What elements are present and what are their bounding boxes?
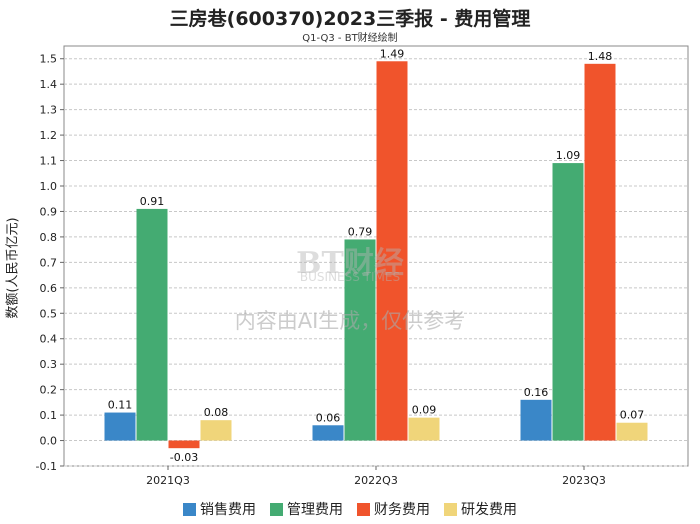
- y-tick-label: 0.4: [40, 333, 58, 346]
- legend-label: 销售费用: [200, 502, 256, 518]
- bar: [616, 422, 648, 441]
- y-tick-label: 1.5: [40, 53, 58, 66]
- bar: [376, 61, 408, 441]
- data-label: 0.11: [108, 399, 133, 412]
- y-tick-label: 0.3: [40, 358, 58, 371]
- bar: [312, 425, 344, 441]
- y-tick-label: 0.5: [40, 307, 58, 320]
- legend-label: 财务费用: [374, 502, 430, 518]
- y-tick-label: 0.0: [40, 435, 58, 448]
- y-tick-label: 1.4: [40, 78, 58, 91]
- y-tick-label: 1.1: [40, 155, 58, 168]
- y-tick-label: 0.1: [40, 409, 58, 422]
- bar: [408, 417, 440, 441]
- legend-label: 研发费用: [461, 502, 517, 518]
- data-label: 1.49: [380, 47, 405, 60]
- y-tick-label: -0.1: [36, 460, 57, 473]
- bar: [520, 399, 552, 441]
- legend-item: 管理费用: [270, 499, 343, 519]
- x-tick-label: 2022Q3: [354, 474, 398, 487]
- bar: [168, 440, 200, 449]
- legend-label: 管理费用: [287, 502, 343, 518]
- bar: [200, 420, 232, 441]
- y-tick-label: 1.0: [40, 180, 58, 193]
- y-tick-label: 0.7: [40, 256, 58, 269]
- data-label: 0.16: [524, 386, 549, 399]
- legend-swatch: [270, 502, 283, 516]
- data-label: -0.03: [170, 451, 198, 464]
- data-label: 0.91: [140, 195, 165, 208]
- legend-swatch: [444, 502, 457, 516]
- legend-item: 研发费用: [444, 499, 517, 519]
- data-label: 0.08: [204, 406, 229, 419]
- y-tick-label: 1.2: [40, 129, 58, 142]
- legend-swatch: [357, 502, 370, 516]
- data-label: 1.48: [588, 50, 613, 63]
- data-label: 0.07: [620, 409, 645, 422]
- data-label: 0.09: [412, 404, 437, 417]
- data-label: 1.09: [556, 149, 581, 162]
- y-tick-label: 0.6: [40, 282, 58, 295]
- x-tick-label: 2021Q3: [146, 474, 190, 487]
- y-tick-label: 0.9: [40, 205, 58, 218]
- data-label: 0.06: [316, 411, 341, 424]
- chart-subtitle: Q1-Q3 - BT财经绘制: [302, 33, 398, 44]
- y-tick-label: 1.3: [40, 104, 58, 117]
- bar: [136, 208, 168, 441]
- legend-item: 销售费用: [183, 499, 256, 519]
- bar: [584, 63, 616, 441]
- chart-legend: 销售费用 管理费用 财务费用 研发费用: [0, 499, 700, 519]
- x-tick-label: 2023Q3: [562, 474, 606, 487]
- bar: [344, 239, 376, 441]
- legend-item: 财务费用: [357, 499, 430, 519]
- y-tick-label: 0.2: [40, 384, 58, 397]
- legend-swatch: [183, 502, 196, 516]
- y-tick-label: 0.8: [40, 231, 58, 244]
- data-label: 0.79: [348, 225, 373, 238]
- bar: [104, 412, 136, 441]
- chart-title: 三房巷(600370)2023三季报 - 费用管理: [169, 8, 531, 30]
- bar: [552, 163, 584, 441]
